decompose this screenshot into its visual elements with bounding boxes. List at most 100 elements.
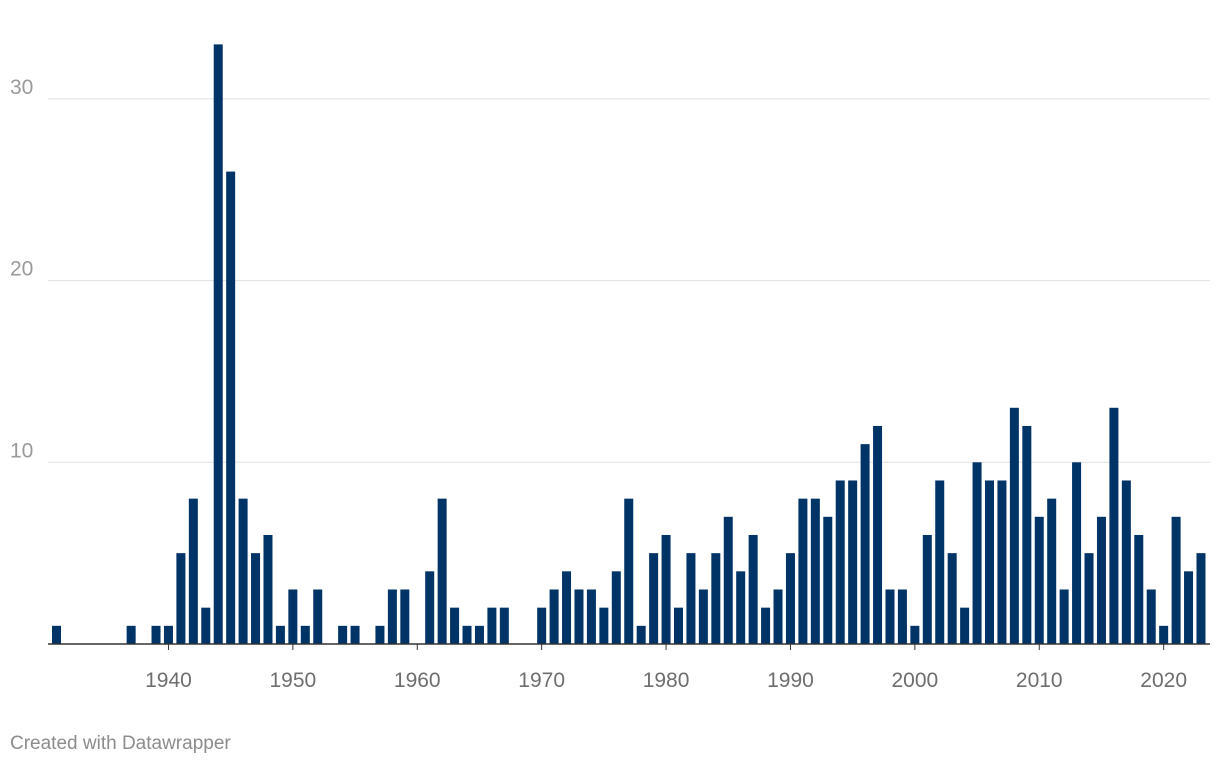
bar-2001	[922, 534, 932, 644]
bars	[52, 44, 1206, 644]
x-tick-label: 1970	[518, 669, 565, 692]
bar-1949	[275, 625, 285, 644]
bar-2017	[1121, 480, 1131, 644]
bar-1961	[425, 571, 435, 644]
bar-1998	[885, 589, 895, 644]
bar-2016	[1109, 407, 1119, 644]
bar-1952	[313, 589, 323, 644]
bar-1957	[375, 625, 385, 644]
x-axis: 1940 1950 1960 1970 1980 1990 2000 2010 2020	[48, 643, 1210, 692]
bar-1939	[151, 625, 161, 644]
bar-1944	[213, 44, 223, 644]
bar-2003	[947, 553, 957, 644]
bar-1955	[350, 625, 360, 644]
bar-1979	[649, 553, 659, 644]
bar-1991	[798, 498, 808, 644]
x-tick-label: 1950	[270, 669, 317, 692]
bar-2005	[972, 462, 982, 644]
bar-1943	[201, 607, 211, 644]
x-tick-label: 2010	[1016, 669, 1063, 692]
bar-2019	[1146, 589, 1156, 644]
bar-1999	[897, 589, 907, 644]
bar-2008	[1009, 407, 1019, 644]
bar-1996	[860, 444, 870, 644]
bar-2012	[1059, 589, 1069, 644]
x-tick-label: 1940	[145, 669, 192, 692]
bar-1972	[562, 571, 572, 644]
bar-1931	[52, 625, 61, 644]
bar-1974	[586, 589, 596, 644]
bar-1963	[450, 607, 460, 644]
x-tick-label: 1980	[643, 669, 690, 692]
bar-2011	[1047, 498, 1057, 644]
bar-1993	[823, 516, 833, 644]
bar-2020	[1159, 625, 1169, 644]
bar-1997	[873, 425, 883, 644]
bar-1986	[736, 571, 746, 644]
bar-1987	[748, 534, 758, 644]
bar-2015	[1096, 516, 1106, 644]
bar-1950	[288, 589, 298, 644]
bar-1982	[686, 553, 696, 644]
bar-1985	[723, 516, 733, 644]
bar-1981	[674, 607, 683, 644]
bar-1940	[163, 625, 173, 644]
bar-2004	[960, 607, 970, 644]
bar-2007	[997, 480, 1007, 644]
bar-1942	[188, 498, 198, 644]
credit-text: Created with Datawrapper	[10, 733, 231, 754]
bar-1988	[761, 607, 771, 644]
bar-2014	[1084, 553, 1094, 644]
bar-1978	[636, 625, 646, 644]
bar-1970	[537, 607, 547, 644]
x-tick-label: 2000	[892, 669, 939, 692]
bar-2013	[1072, 462, 1082, 644]
bar-1983	[698, 589, 708, 644]
bar-1962	[437, 498, 447, 644]
bar-1980	[661, 534, 671, 644]
bar-1977	[624, 498, 634, 644]
bar-2010	[1034, 516, 1044, 644]
bar-1994	[835, 480, 845, 644]
y-tick-label: 20	[10, 258, 33, 281]
x-tick-label: 1960	[394, 669, 441, 692]
x-tick-label: 1990	[767, 669, 814, 692]
bar-1992	[810, 498, 820, 644]
bar-2022	[1184, 571, 1194, 644]
bar-1958	[387, 589, 397, 644]
bar-1965	[474, 625, 484, 644]
bar-1947	[251, 553, 261, 644]
bar-1971	[549, 589, 559, 644]
bar-2021	[1171, 516, 1181, 644]
bar-1964	[462, 625, 472, 644]
bar-1954	[338, 625, 348, 644]
bar-2006	[985, 480, 994, 644]
bar-1945	[226, 171, 236, 644]
bar-1959	[400, 589, 410, 644]
bar-2018	[1134, 534, 1144, 644]
bar-1966	[487, 607, 497, 644]
bar-1937	[126, 625, 136, 644]
bar-1941	[176, 553, 186, 644]
bar-1990	[785, 553, 795, 644]
bar-2002	[935, 480, 945, 644]
bar-1975	[599, 607, 609, 644]
bar-1951	[300, 625, 310, 644]
bar-1948	[263, 534, 273, 644]
bar-2009	[1022, 425, 1032, 644]
bar-1973	[574, 589, 584, 644]
bar-1967	[499, 607, 509, 644]
bar-2000	[910, 625, 920, 644]
x-tick-label: 2020	[1140, 669, 1187, 692]
bar-1946	[238, 498, 248, 644]
y-tick-label: 10	[10, 439, 33, 462]
bar-2023	[1196, 553, 1206, 644]
bar-1989	[773, 589, 783, 644]
bar-1976	[611, 571, 621, 644]
bar-1984	[711, 553, 721, 644]
y-tick-label: 30	[10, 76, 33, 99]
bar-1995	[848, 480, 858, 644]
y-axis-tick-labels: 10 20 30	[10, 76, 33, 462]
